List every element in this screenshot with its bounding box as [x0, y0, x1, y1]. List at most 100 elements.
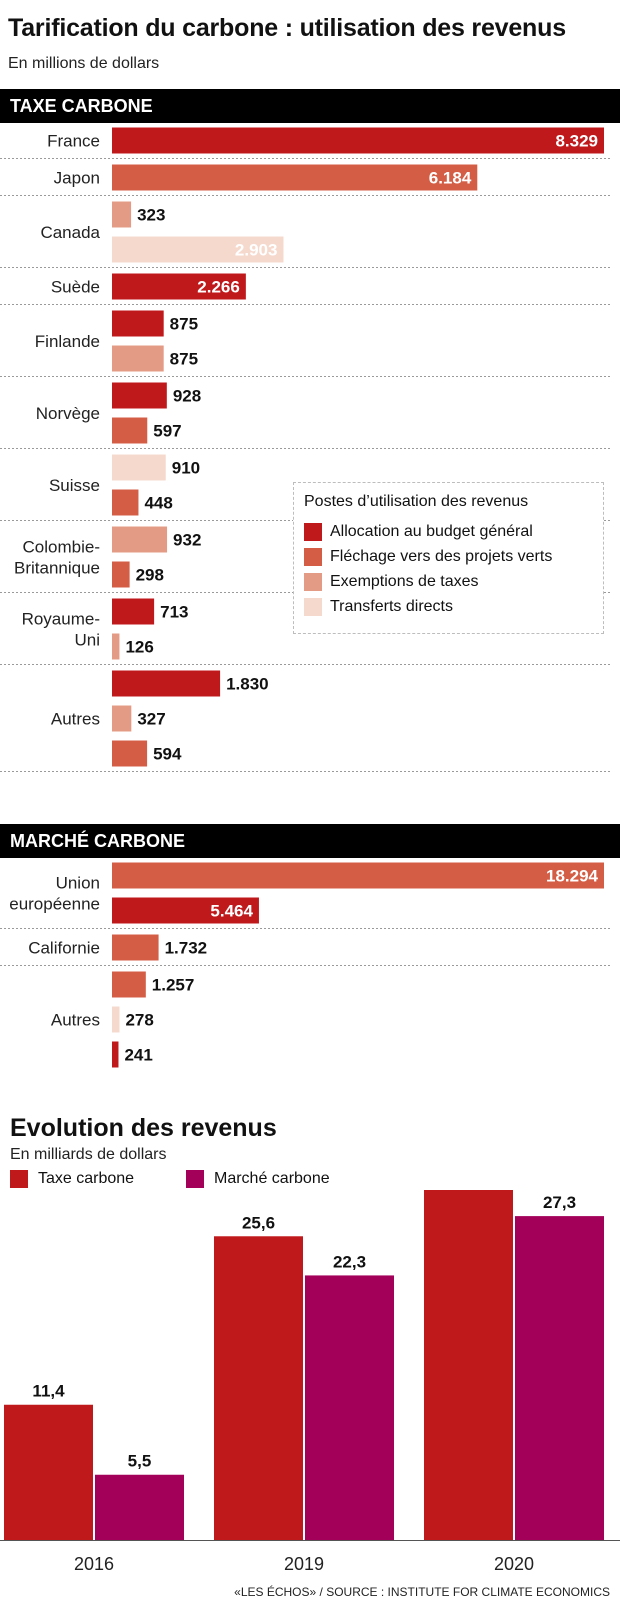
evolution-title: Evolution des revenus: [10, 1114, 277, 1142]
data-label: 597: [153, 422, 181, 441]
legend-label: Exemptions de taxes: [330, 572, 479, 590]
bar: [112, 1006, 120, 1033]
bar: [112, 489, 139, 516]
category-label: Autres: [51, 710, 100, 729]
legend-swatch-exemptions: [304, 572, 322, 591]
category-label: Britannique: [14, 559, 100, 578]
evolution-subtitle: En milliards de dollars: [10, 1146, 167, 1163]
data-label: 1.830: [226, 675, 269, 694]
evolution-swatch-marche: [186, 1170, 204, 1188]
data-label: 1.257: [152, 976, 195, 995]
data-label: 5.464: [210, 902, 253, 921]
data-label: 2.266: [197, 278, 240, 297]
category-label: Royaume-: [22, 610, 100, 629]
data-label: 27,3: [543, 1193, 576, 1212]
bar: [112, 417, 148, 444]
bar: [112, 382, 167, 409]
legend-title: Postes d’utilisation des revenus: [304, 493, 529, 510]
category-label: Suisse: [49, 476, 100, 495]
evolution-legend-taxe: Taxe carbone: [10, 1170, 134, 1188]
data-label: 875: [170, 350, 198, 369]
data-label: 298: [136, 566, 164, 585]
data-label: 910: [172, 459, 200, 478]
data-label: 323: [137, 206, 165, 225]
data-label: 327: [137, 710, 165, 729]
bar: [112, 934, 159, 961]
bar: [424, 1190, 513, 1540]
category-label: Finlande: [35, 332, 100, 351]
legend-item-transferts: Transferts directs: [304, 594, 593, 619]
bar: [112, 897, 259, 924]
legend-swatch-flechage: [304, 547, 322, 566]
marche-carbone-chart: 18.294 5.464 Union européenne 1.732 Californi…: [0, 862, 610, 1068]
legend-swatch-transferts: [304, 597, 322, 616]
evolution-legend-marche: Marché carbone: [186, 1170, 330, 1188]
category-label: Autres: [51, 1011, 100, 1030]
bar: [112, 1041, 119, 1068]
category-label: Japon: [54, 169, 100, 188]
bar: [112, 633, 120, 660]
category-label: France: [47, 132, 100, 151]
data-label: 928: [173, 387, 201, 406]
legend-label: Allocation au budget général: [330, 522, 533, 540]
data-label: 713: [160, 603, 188, 622]
bar: [515, 1216, 604, 1540]
data-label: 875: [170, 315, 198, 334]
bar: [112, 201, 132, 228]
legend-swatch-allocation: [304, 522, 322, 541]
category-label: Canada: [40, 223, 100, 242]
chart-title: Tarification du carbone : utilisation de…: [8, 14, 566, 42]
bar: [112, 236, 284, 263]
category-label: Union: [56, 874, 100, 893]
section-header-taxe: TAXE CARBONE: [0, 89, 620, 123]
bar: [112, 345, 164, 372]
data-label: 22,3: [333, 1252, 366, 1271]
x-tick-label: 2016: [74, 1554, 114, 1574]
bar: [112, 971, 146, 998]
evolution-legend-label: Marché carbone: [214, 1170, 330, 1187]
category-label: Suède: [51, 278, 100, 297]
legend-item-flechage: Fléchage vers des projets verts: [304, 544, 593, 569]
taxe-carbone-chart: 8.329 France 6.184 Japon 323 2.903 Canada 2.266…: [0, 127, 610, 772]
bar: [112, 127, 604, 154]
bar: [112, 670, 221, 697]
bar: [112, 454, 166, 481]
data-label: 594: [153, 745, 182, 764]
data-label: 2.903: [235, 241, 278, 260]
footer-source: «LES ÉCHOS» / SOURCE : INSTITUTE FOR CLI…: [234, 1585, 610, 1599]
bar: [112, 862, 604, 889]
chart-subtitle: En millions de dollars: [8, 55, 160, 72]
evolution-swatch-taxe: [10, 1170, 28, 1188]
bar: [95, 1474, 184, 1540]
data-label: 241: [124, 1046, 152, 1065]
bar: [112, 164, 478, 191]
data-label: 25,6: [242, 1213, 275, 1232]
data-label: 6.184: [429, 169, 472, 188]
data-label: 126: [125, 638, 153, 657]
legend-label: Transferts directs: [330, 597, 453, 615]
bar: [112, 526, 168, 553]
category-label: Colombie-: [23, 538, 100, 557]
bar: [305, 1275, 394, 1540]
bar: [112, 740, 148, 767]
evolution-legend-label: Taxe carbone: [38, 1170, 135, 1187]
category-label: européenne: [9, 895, 100, 914]
legend-label: Fléchage vers des projets verts: [330, 547, 553, 565]
data-label: 932: [173, 531, 201, 550]
data-label: 448: [144, 494, 172, 513]
category-label: Uni: [74, 631, 100, 650]
data-label: 278: [125, 1011, 153, 1030]
legend-item-exemptions: Exemptions de taxes: [304, 569, 593, 594]
x-tick-label: 2019: [284, 1554, 324, 1574]
data-label: 1.732: [165, 939, 208, 958]
data-label: 18.294: [546, 867, 599, 886]
legend: Postes d’utilisation des revenus Allocat…: [293, 482, 604, 634]
category-label: Californie: [28, 939, 100, 958]
bar: [4, 1404, 93, 1540]
bar: [112, 705, 132, 732]
bar: [112, 598, 155, 625]
bar: [112, 561, 130, 588]
data-label: 5,5: [128, 1452, 152, 1471]
bar: [112, 310, 164, 337]
